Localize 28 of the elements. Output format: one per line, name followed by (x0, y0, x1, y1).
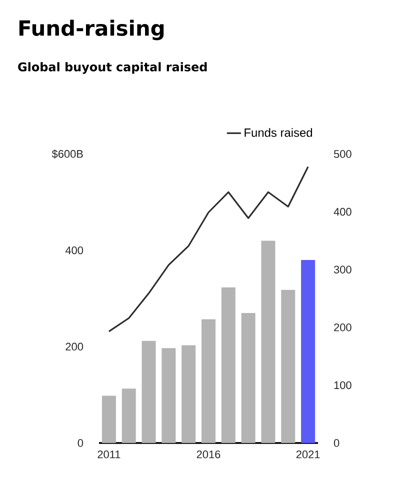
y2-tick-label: 200 (334, 324, 352, 332)
y2-tick-label: 500 (334, 150, 352, 158)
y-tick-label: 200 (66, 342, 84, 351)
y-tick-label: 400 (65, 246, 84, 254)
bar (301, 260, 316, 443)
bar (122, 388, 136, 443)
y2-tick-label: 100 (334, 381, 352, 390)
y-tick-label: $600B (52, 150, 83, 158)
bar (142, 340, 156, 443)
chart-title: Fund-raising (19, 20, 164, 40)
chart-subtitle: Global buyout capital raised (18, 62, 207, 74)
bar (281, 290, 296, 443)
y2-tick-label: 400 (334, 208, 352, 216)
bar (162, 348, 176, 443)
y2-tick-label: 300 (334, 266, 352, 274)
x-tick-label: 2011 (98, 450, 120, 458)
x-tick-label: 2021 (296, 450, 320, 458)
bar (241, 312, 256, 443)
legend-label: Funds raised (244, 128, 312, 137)
bar (102, 396, 116, 443)
y2-tick-label: 0 (334, 439, 340, 447)
bar (202, 319, 216, 443)
line-series (108, 166, 309, 332)
x-tick-label: 2016 (196, 450, 220, 458)
y-tick-label: 0 (78, 439, 84, 447)
bar (261, 240, 276, 443)
bar (182, 345, 196, 443)
bar (221, 287, 236, 443)
